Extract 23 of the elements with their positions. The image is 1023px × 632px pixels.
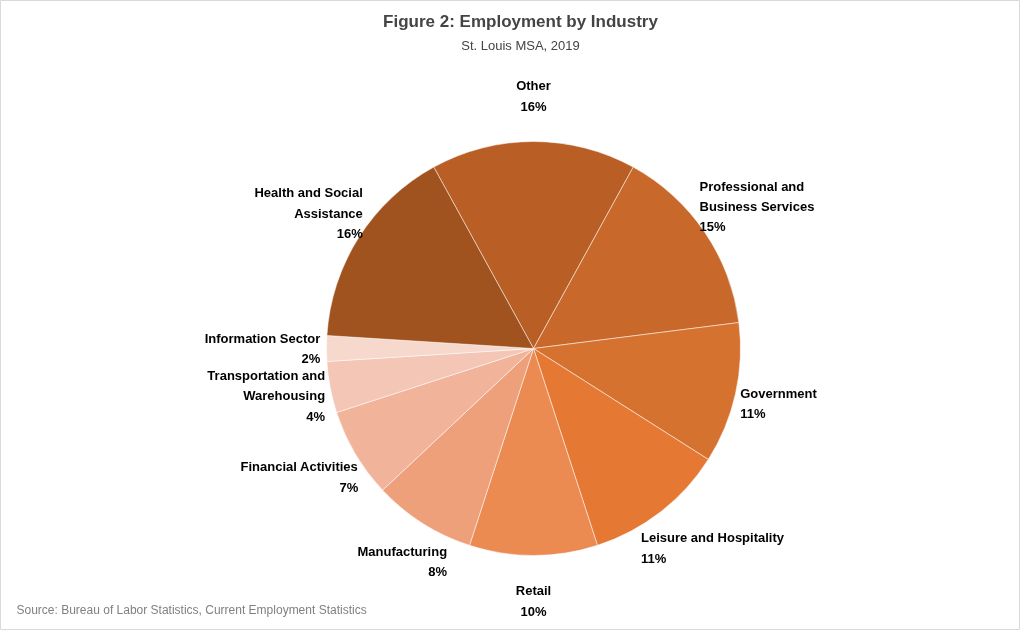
slice-label: Health and Social Assistance xyxy=(254,185,363,221)
slice-label: Manufacturing xyxy=(357,544,448,560)
slice-label: Government xyxy=(740,385,818,401)
slice-label: Information Sector xyxy=(204,330,321,346)
data-label: 11% xyxy=(640,550,667,566)
data-label: 10% xyxy=(520,603,547,619)
data-label: 4% xyxy=(306,408,326,424)
slice-label: Financial Activities xyxy=(240,459,358,475)
data-label: 16% xyxy=(336,225,364,241)
slice-label: Professional and Business Services xyxy=(699,178,815,215)
data-label: 2% xyxy=(301,351,321,367)
data-label: 15% xyxy=(699,219,726,235)
slice-label: Retail xyxy=(515,583,552,599)
chart-title: Figure 2: Employment by Industry xyxy=(383,11,659,31)
slice-label: Leisure and Hospitality xyxy=(640,530,785,546)
data-label: 7% xyxy=(339,479,359,495)
slice-label: Transportation and Warehousing xyxy=(207,368,326,404)
source-note: Source: Bureau of Labor Statistics, Current Employment Statistics xyxy=(16,602,367,617)
chart-subtitle: St. Louis MSA, 2019 xyxy=(461,37,580,53)
data-label: 11% xyxy=(740,406,766,422)
slice-label: Other xyxy=(516,78,551,94)
data-label: 8% xyxy=(428,564,448,580)
data-label: 16% xyxy=(520,98,547,114)
